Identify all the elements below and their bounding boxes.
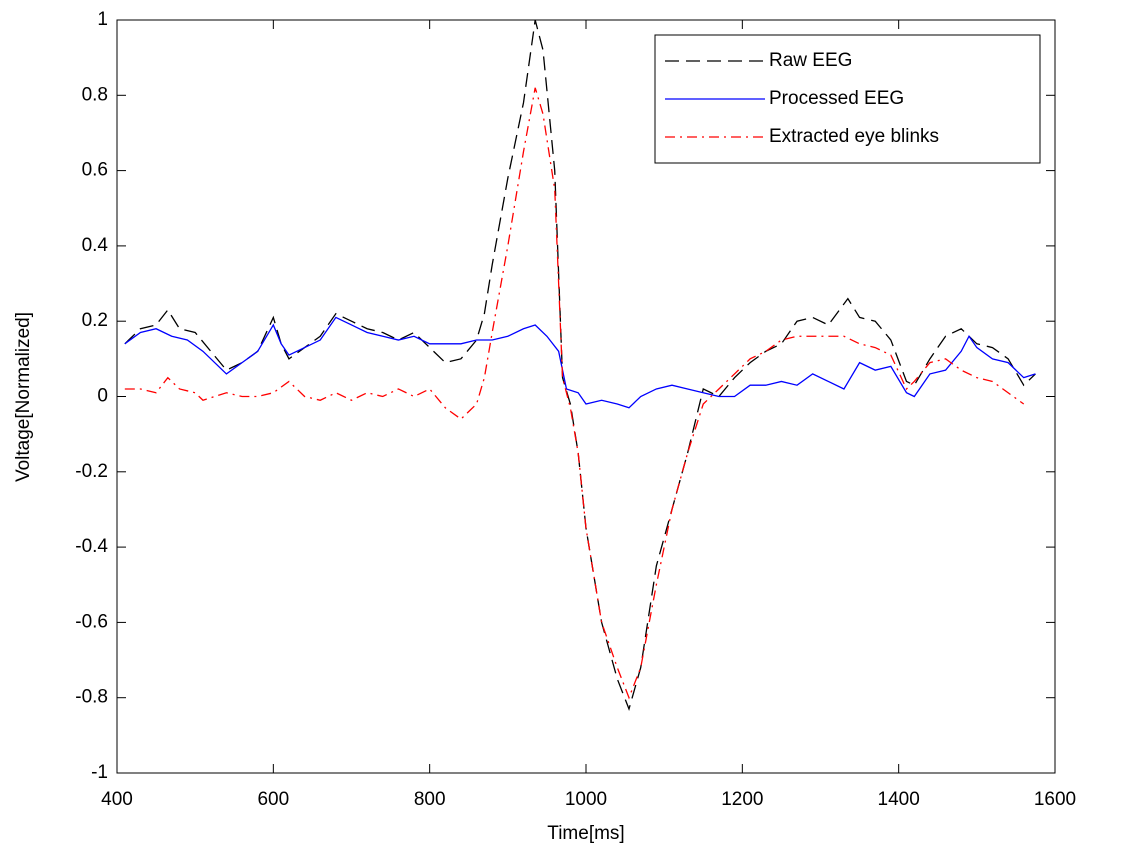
y-axis-label: Voltage[Normalized] — [13, 312, 34, 482]
x-axis-label: Time[ms] — [547, 823, 624, 844]
legend-label: Extracted eye blinks — [769, 126, 939, 147]
y-tick-label: -0.2 — [75, 461, 108, 482]
y-tick-label: -0.8 — [75, 687, 108, 708]
x-tick-label: 1200 — [721, 789, 763, 810]
x-tick-label: 400 — [101, 789, 133, 810]
plot-frame — [116, 19, 1056, 774]
y-tick-label: -0.6 — [75, 611, 108, 632]
x-tick-label: 1400 — [878, 789, 920, 810]
legend-label: Raw EEG — [769, 50, 852, 71]
y-tick-label: -1 — [91, 762, 108, 783]
y-tick-label: 0.8 — [82, 84, 108, 105]
y-tick-label: 0 — [97, 386, 108, 407]
x-tick-label: 1000 — [565, 789, 607, 810]
x-tick-label: 600 — [257, 789, 289, 810]
y-tick-label: 0.2 — [82, 310, 108, 331]
legend-label: Processed EEG — [769, 88, 904, 109]
y-tick-label: 0.4 — [82, 235, 109, 256]
series-line — [124, 316, 1036, 409]
y-tick-label: 0.6 — [82, 160, 108, 181]
x-tick-label: 1600 — [1034, 789, 1076, 810]
x-tick-label: 800 — [414, 789, 446, 810]
y-tick-label: -0.4 — [75, 536, 108, 557]
series-line — [124, 87, 1025, 700]
y-tick-label: 1 — [97, 9, 108, 30]
